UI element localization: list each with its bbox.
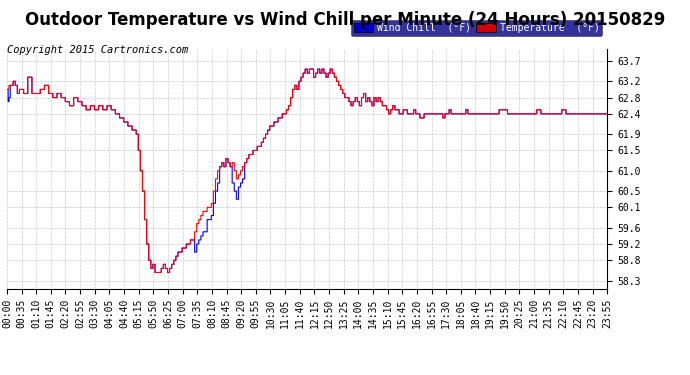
Legend: Wind Chill  (°F), Temperature  (°F): Wind Chill (°F), Temperature (°F) [351,20,602,36]
Text: Outdoor Temperature vs Wind Chill per Minute (24 Hours) 20150829: Outdoor Temperature vs Wind Chill per Mi… [25,11,665,29]
Text: Copyright 2015 Cartronics.com: Copyright 2015 Cartronics.com [7,45,188,55]
